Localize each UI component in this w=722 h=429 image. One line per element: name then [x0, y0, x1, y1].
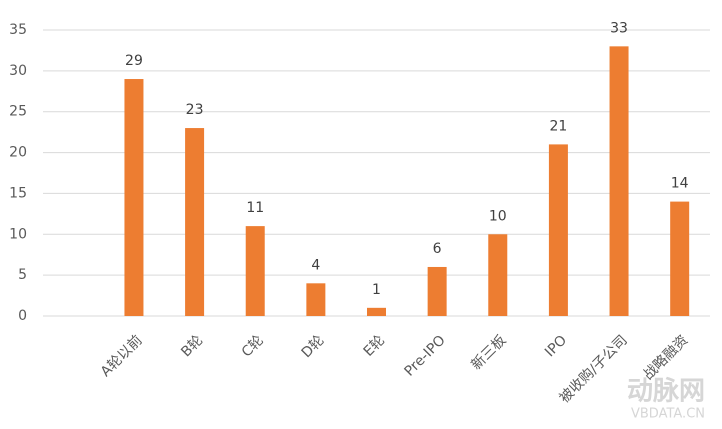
bar [609, 46, 629, 316]
y-tick-label: 10 [9, 226, 27, 242]
y-tick-label: 20 [9, 145, 27, 161]
x-tick-label: D轮 [299, 332, 328, 361]
y-tick-label: 0 [18, 308, 27, 324]
value-label: 4 [311, 257, 320, 273]
x-tick-label: C轮 [239, 332, 267, 360]
value-label: 21 [549, 118, 567, 134]
x-tick-label: A轮以前 [97, 332, 145, 380]
value-label: 1 [372, 282, 381, 298]
bar [306, 283, 326, 316]
y-tick-label: 15 [9, 185, 27, 201]
value-label: 10 [489, 208, 507, 224]
y-tick-label: 30 [9, 63, 27, 79]
bar [124, 79, 144, 317]
watermark-url: VBDATA.CN [631, 407, 705, 422]
value-label: 29 [125, 53, 143, 69]
bar [427, 266, 447, 316]
x-tick-label: 新三板 [468, 332, 509, 373]
bar [245, 226, 265, 316]
value-label: 6 [433, 241, 442, 257]
value-label: 11 [246, 200, 264, 216]
x-tick-label: B轮 [178, 332, 206, 360]
x-tick-label: IPO [542, 332, 570, 360]
bar [548, 144, 568, 316]
value-label: 14 [671, 176, 689, 192]
y-tick-label: 5 [18, 267, 27, 283]
value-label: 23 [186, 102, 204, 118]
bar [185, 128, 205, 316]
y-tick-label: 35 [9, 22, 27, 38]
value-label: 33 [610, 20, 628, 36]
bar [367, 307, 386, 316]
x-tick-label: E轮 [361, 332, 388, 359]
watermark-logo: 动脉网 [627, 377, 705, 407]
y-tick-label: 25 [9, 104, 27, 120]
bar [670, 201, 690, 316]
bar [488, 234, 508, 316]
x-tick-label: Pre-IPO [401, 332, 448, 379]
